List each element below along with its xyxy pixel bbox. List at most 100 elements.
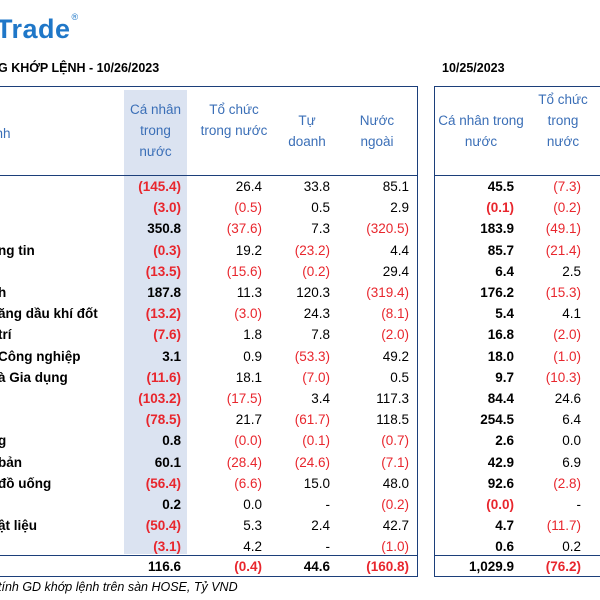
table-row: ật liệu (50.4) 5.3 2.4 42.7 4.7 (11.7) bbox=[0, 515, 600, 536]
table-row: (3.1) 4.2 - (1.0) 0.6 0.2 bbox=[0, 536, 600, 557]
right-table-total-rule bbox=[434, 555, 600, 556]
table-row: bản 60.1 (28.4) (24.6) (7.1) 42.9 6.9 bbox=[0, 452, 600, 473]
right-table-header-rule bbox=[434, 175, 600, 176]
cell-right-institution-domestic: (21.4) bbox=[545, 242, 581, 258]
header-right-institution-domestic: Tổ chức trong nước bbox=[538, 92, 588, 149]
cell-institution-domestic: 0.0 bbox=[243, 497, 262, 512]
cell-foreign: 29.4 bbox=[382, 263, 409, 279]
cell-right-individual-domestic: 9.7 bbox=[495, 369, 514, 385]
highlight-column bbox=[124, 90, 187, 554]
table-row: 350.8 (37.6) 7.3 (320.5) 183.9 (49.1) bbox=[0, 218, 600, 239]
cell-right-individual-domestic: 45.5 bbox=[487, 179, 514, 194]
cell-proprietary: 3.4 bbox=[311, 391, 330, 406]
cell-right-individual-domestic: 6.4 bbox=[495, 263, 514, 279]
logo-text: Trade bbox=[0, 14, 71, 44]
left-table-right-border bbox=[417, 86, 418, 576]
total-value: 116.6 bbox=[147, 559, 181, 574]
cell-institution-domestic: (17.5) bbox=[226, 391, 262, 406]
cell-right-institution-domestic: (2.8) bbox=[553, 475, 581, 491]
cell-right-institution-domestic: 4.1 bbox=[562, 306, 581, 322]
cell-proprietary: 33.8 bbox=[303, 179, 330, 194]
row-label: bản bbox=[0, 454, 23, 470]
cell-individual-domestic: (56.4) bbox=[145, 475, 181, 491]
cell-foreign: (320.5) bbox=[366, 221, 409, 237]
right-table-title: 10/25/2023 bbox=[442, 61, 505, 75]
cell-institution-domestic: 18.1 bbox=[235, 369, 262, 385]
cell-institution-domestic: 4.2 bbox=[243, 539, 262, 555]
cell-proprietary: (53.3) bbox=[294, 348, 330, 364]
row-label: ăng dầu khí đốt bbox=[0, 306, 98, 322]
left-table-top-rule bbox=[0, 86, 418, 87]
table-row: Công nghiệp 3.1 0.9 (53.3) 49.2 18.0 (1.0) bbox=[0, 346, 600, 367]
cell-right-institution-domestic: 6.9 bbox=[562, 454, 581, 470]
cell-foreign: 48.0 bbox=[382, 475, 409, 491]
cell-right-individual-domestic: (0.1) bbox=[486, 200, 514, 216]
cell-institution-domestic: 1.8 bbox=[243, 327, 262, 343]
cell-proprietary: (23.2) bbox=[294, 242, 330, 258]
cell-proprietary: 0.5 bbox=[311, 200, 330, 216]
cell-right-individual-domestic: 18.0 bbox=[487, 348, 514, 364]
header-right-individual-domestic: Cá nhân trong nước bbox=[438, 113, 524, 149]
table-row: (145.4) 26.4 33.8 85.1 45.5 (7.3) bbox=[0, 176, 600, 197]
cell-right-institution-domestic: (1.0) bbox=[553, 348, 581, 364]
cell-institution-domestic: (0.5) bbox=[234, 200, 262, 216]
table-row: (3.0) (0.5) 0.5 2.9 (0.1) (0.2) bbox=[0, 197, 600, 218]
cell-individual-domestic: (78.5) bbox=[145, 412, 181, 428]
cell-foreign: (0.2) bbox=[381, 497, 409, 512]
row-label: đồ uống bbox=[0, 475, 52, 491]
table-row: đồ uống (56.4) (6.6) 15.0 48.0 92.6 (2.8) bbox=[0, 473, 600, 494]
cell-institution-domestic: 19.2 bbox=[235, 242, 262, 258]
cell-proprietary: - bbox=[325, 497, 331, 512]
cell-foreign: (319.4) bbox=[366, 285, 409, 300]
header-label-column: ành bbox=[0, 126, 11, 141]
cell-proprietary: 15.0 bbox=[303, 475, 330, 491]
cell-right-individual-domestic: 92.6 bbox=[487, 475, 514, 491]
cell-right-individual-domestic: 176.2 bbox=[480, 285, 514, 300]
brand-logo: Trade® bbox=[0, 12, 79, 45]
footnote: tính GD khớp lệnh trên sàn HOSE, Tỷ VND bbox=[0, 580, 238, 594]
cell-right-institution-domestic: 0.2 bbox=[562, 539, 581, 555]
cell-individual-domestic: (13.5) bbox=[145, 263, 181, 279]
registered-mark: ® bbox=[71, 12, 79, 22]
cell-right-individual-domestic: 2.6 bbox=[495, 433, 514, 449]
cell-foreign: 2.9 bbox=[390, 200, 409, 216]
total-value: 1,029.9 bbox=[468, 559, 514, 574]
cell-individual-domestic: (7.6) bbox=[153, 327, 181, 343]
cell-proprietary: (0.2) bbox=[302, 263, 330, 279]
cell-proprietary: 24.3 bbox=[303, 306, 330, 322]
cell-individual-domestic: (3.1) bbox=[153, 539, 181, 555]
cell-foreign: 49.2 bbox=[382, 348, 409, 364]
cell-right-individual-domestic: 85.7 bbox=[487, 242, 514, 258]
cell-right-institution-domestic: (2.0) bbox=[553, 327, 581, 343]
cell-institution-domestic: (37.6) bbox=[226, 221, 262, 237]
cell-right-institution-domestic: (11.7) bbox=[546, 518, 581, 534]
cell-institution-domestic: 21.7 bbox=[235, 412, 262, 428]
cell-right-institution-domestic: (0.2) bbox=[553, 200, 581, 216]
cell-right-institution-domestic: 6.4 bbox=[562, 412, 581, 428]
cell-right-individual-domestic: 0.6 bbox=[495, 539, 514, 555]
cell-institution-domestic: (6.6) bbox=[234, 475, 262, 491]
cell-proprietary: - bbox=[325, 539, 331, 555]
cell-individual-domestic: (145.4) bbox=[138, 179, 181, 194]
row-label: Công nghiệp bbox=[0, 348, 81, 364]
cell-individual-domestic: 60.1 bbox=[154, 454, 181, 470]
table-row: (13.5) (15.6) (0.2) 29.4 6.4 2.5 bbox=[0, 261, 600, 282]
cell-foreign: 4.4 bbox=[390, 242, 409, 258]
right-table-bottom-rule bbox=[434, 576, 600, 577]
table-row: ăng dầu khí đốt (13.2) (3.0) 24.3 (8.1) 5.4 4.… bbox=[0, 303, 600, 324]
cell-individual-domestic: 0.2 bbox=[162, 497, 181, 512]
row-label: g bbox=[0, 433, 7, 449]
cell-proprietary: 2.4 bbox=[311, 518, 330, 534]
header-foreign: Nước ngoài bbox=[359, 113, 395, 149]
left-table-title: G KHỚP LỆNH - 10/26/2023 bbox=[0, 61, 160, 75]
cell-proprietary: (0.1) bbox=[302, 433, 330, 449]
right-table-top-rule bbox=[434, 86, 600, 87]
cell-foreign: 85.1 bbox=[382, 179, 409, 194]
cell-individual-domestic: (50.4) bbox=[145, 518, 181, 534]
cell-foreign: (8.1) bbox=[381, 306, 409, 322]
cell-institution-domestic: (28.4) bbox=[226, 454, 262, 470]
row-label: h bbox=[0, 285, 7, 300]
cell-right-institution-domestic: - bbox=[576, 497, 582, 512]
table-row: 0.2 0.0 - (0.2) (0.0) - bbox=[0, 494, 600, 515]
cell-foreign: (2.0) bbox=[381, 327, 409, 343]
